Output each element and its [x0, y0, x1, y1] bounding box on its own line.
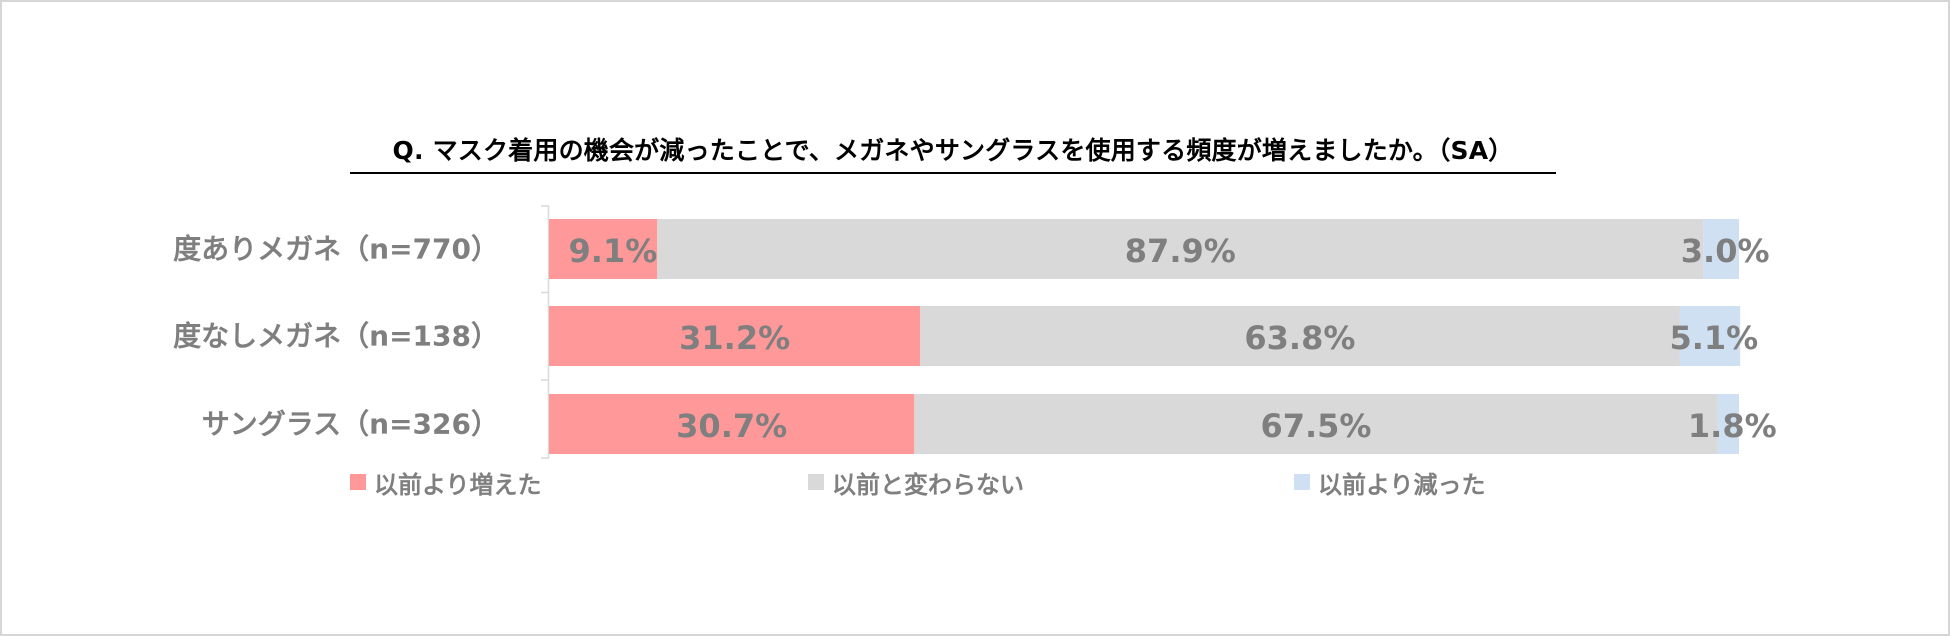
data-label-decreased: 5.1% — [1669, 319, 1758, 357]
data-label-increased: 9.1% — [569, 232, 658, 270]
category-label: 度なしメガネ（n=138） — [173, 320, 499, 353]
bar-increased — [549, 219, 658, 279]
bar-decreased — [1703, 219, 1739, 279]
legend-swatch-increased — [350, 474, 366, 490]
legend-item-unchanged: 以前と変わらない — [808, 465, 1024, 499]
data-label-decreased: 1.8% — [1688, 407, 1777, 445]
category-label: サングラス（n=326） — [202, 408, 499, 441]
bar-increased — [549, 306, 921, 366]
legend-swatch-unchanged — [808, 474, 824, 490]
legend-label-unchanged: 以前と変わらない — [832, 470, 1024, 499]
bar-unchanged — [920, 306, 1680, 366]
chart-title: Q. マスク着用の機会が減ったことで、メガネやサングラスを使用する頻度が増えまし… — [350, 134, 1556, 174]
data-label-unchanged: 87.9% — [1125, 232, 1236, 270]
bar-decreased — [1717, 394, 1739, 454]
legend-item-decreased: 以前より減った — [1294, 465, 1486, 499]
bar-unchanged — [657, 219, 1704, 279]
bar-increased — [549, 394, 915, 454]
data-label-increased: 31.2% — [679, 319, 790, 357]
legend-label-decreased: 以前より減った — [1318, 470, 1486, 499]
legend-swatch-decreased — [1294, 474, 1310, 490]
data-label-decreased: 3.0% — [1681, 232, 1770, 270]
data-label-increased: 30.7% — [676, 407, 787, 445]
legend-item-increased: 以前より増えた — [350, 465, 542, 499]
category-label: 度ありメガネ（n=770） — [173, 233, 499, 266]
legend-label-increased: 以前より増えた — [374, 470, 542, 499]
data-label-unchanged: 67.5% — [1260, 407, 1371, 445]
bar-decreased — [1679, 306, 1741, 366]
data-label-unchanged: 63.8% — [1244, 319, 1355, 357]
bar-unchanged — [914, 394, 1718, 454]
